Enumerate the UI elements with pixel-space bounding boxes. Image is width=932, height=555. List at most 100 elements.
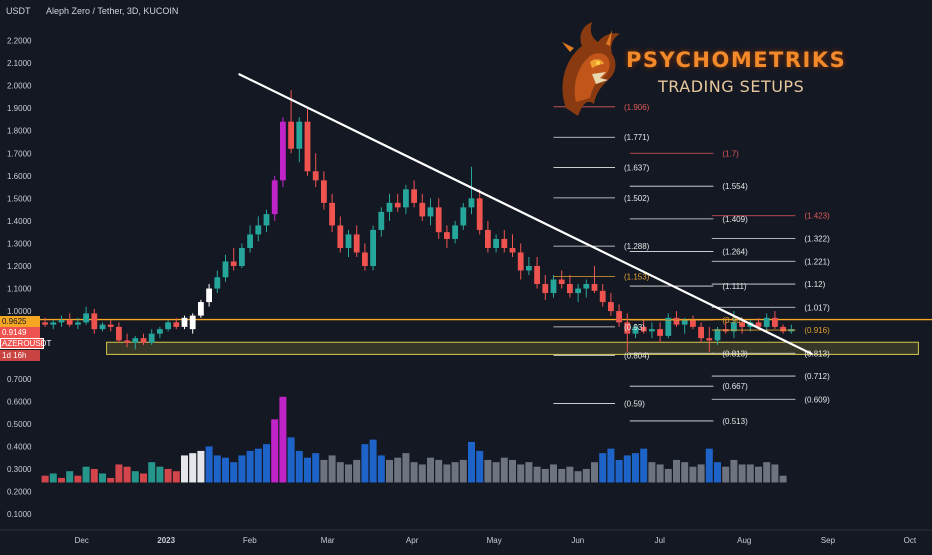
candle-body: [731, 322, 737, 332]
candle-body: [411, 189, 417, 203]
candle-body: [706, 338, 713, 341]
volume-bar: [771, 464, 779, 483]
price-tick-label: 1.1000: [7, 285, 32, 294]
volume-bar: [476, 450, 484, 483]
volume-bar: [156, 466, 164, 483]
fib-level-label: (0.96): [722, 316, 743, 325]
volume-bar: [468, 441, 475, 483]
price-tick-label: 1.6000: [7, 172, 32, 181]
top-price-tag: 0.9625: [0, 316, 40, 327]
volume-bar: [664, 468, 672, 483]
volume-bar: [304, 457, 311, 483]
fib-level-label: (1.017): [804, 303, 830, 312]
candle-body: [247, 234, 253, 248]
time-tick-label: Jul: [655, 536, 665, 545]
symbol-tag: AZEROUSDT: [0, 338, 52, 349]
descending-trendline: [238, 73, 813, 356]
candle-body: [460, 207, 467, 226]
volume-bar: [779, 475, 787, 483]
candle-body: [173, 322, 180, 327]
volume-bar: [738, 464, 746, 483]
candle-body: [690, 320, 696, 327]
volume-bar: [591, 462, 598, 483]
volume-bar: [295, 450, 303, 483]
candle-body: [362, 252, 368, 266]
fib-level-label: (0.916): [804, 326, 830, 335]
candle-body: [673, 317, 680, 325]
volume-bar: [714, 462, 721, 483]
price-tick-label: 1.5000: [7, 194, 32, 203]
price-tick-label: 0.2000: [7, 488, 32, 497]
candle-body: [66, 320, 73, 325]
price-tick-label: 1.2000: [7, 262, 32, 271]
candle-body: [198, 302, 204, 316]
volume-bar: [451, 462, 459, 483]
volume-bar: [681, 462, 689, 483]
price-tick-label: 2.0000: [7, 82, 32, 91]
volume-bar: [107, 477, 115, 483]
candle-body: [107, 324, 114, 327]
candle-body: [370, 229, 376, 266]
volume-bar: [386, 459, 393, 483]
candle-body: [214, 277, 221, 289]
candle-body: [591, 284, 598, 291]
volume-bar: [205, 446, 213, 483]
price-tick-label: 1.3000: [7, 239, 32, 248]
candle-body: [321, 180, 327, 203]
time-tick-label: Dec: [75, 536, 89, 545]
fib-level-label: (0.93): [624, 323, 645, 332]
candle-body: [698, 326, 704, 339]
candle-body: [403, 189, 409, 208]
price-tick-label: 2.2000: [7, 37, 32, 46]
fib-level-label: (1.906): [624, 103, 650, 112]
chart-header: USDT Aleph Zero / Tether, 3D, KUCOIN: [0, 0, 932, 22]
last-price-tag: 0.9149: [0, 327, 40, 338]
candle-body: [616, 311, 622, 323]
price-tick-label: 1.4000: [7, 217, 32, 226]
candle-body: [230, 261, 237, 266]
candle-body: [42, 322, 48, 325]
fib-level-label: (1.423): [804, 212, 830, 221]
candle-body: [657, 329, 663, 336]
volume-bar: [279, 396, 287, 483]
candle-body: [493, 238, 499, 248]
volume-bar: [722, 466, 730, 483]
candle-body: [567, 284, 573, 294]
currency-label[interactable]: USDT: [6, 6, 31, 16]
brand-watermark: PSYCHOMETRIKS TRADING SETUPS: [556, 22, 846, 118]
candle-body: [83, 313, 89, 323]
candle-body: [329, 202, 335, 226]
fib-level-label: (0.813): [804, 349, 830, 358]
volume-bar: [287, 437, 295, 483]
candle-body: [58, 320, 65, 323]
candle-body: [132, 338, 139, 343]
candle-body: [763, 317, 770, 327]
candle-body: [271, 180, 278, 215]
volume-bar: [459, 459, 467, 483]
volume-bar: [541, 468, 549, 483]
price-tick-label: 0.6000: [7, 397, 32, 406]
volume-bar: [418, 464, 426, 483]
price-tick-label: 1.0000: [7, 307, 32, 316]
candle-body: [608, 302, 614, 312]
volume-bar: [131, 471, 139, 483]
candle-body: [124, 340, 130, 343]
volume-bar: [533, 466, 541, 483]
time-tick-label: Oct: [904, 536, 917, 545]
time-tick-label: Mar: [321, 536, 335, 545]
candle-body: [140, 338, 147, 343]
volume-bar: [345, 464, 352, 483]
time-tick-label: Apr: [406, 536, 419, 545]
symbol-title[interactable]: Aleph Zero / Tether, 3D, KUCOIN: [46, 6, 179, 16]
volume-bar: [435, 459, 443, 483]
volume-bar: [755, 466, 762, 483]
volume-bar: [353, 459, 361, 483]
fib-level-label: (0.712): [804, 372, 830, 381]
volume-bar: [197, 450, 205, 483]
volume-bar: [263, 444, 270, 483]
volume-bar: [336, 462, 344, 483]
volume-bar: [582, 468, 590, 483]
candle-body: [345, 234, 352, 248]
candle-body: [157, 329, 163, 334]
